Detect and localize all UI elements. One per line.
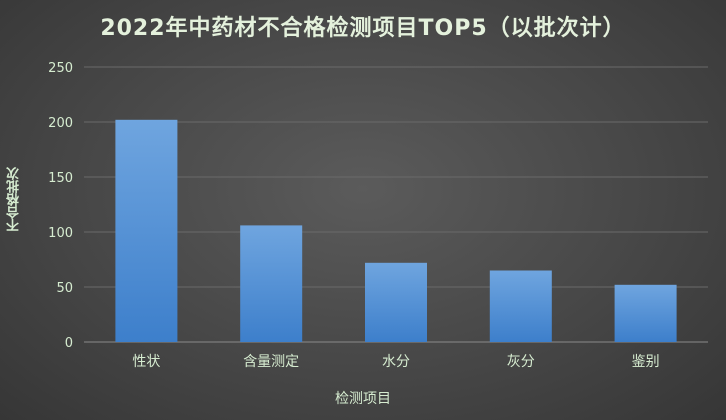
x-tick-label: 性状 (132, 354, 160, 370)
x-tick-label: 含量测定 (243, 354, 299, 370)
bar-1 (115, 119, 178, 342)
x-tick-label: 鉴别 (632, 354, 660, 370)
label-layer: 0 50 100 150 200 250 性状 含量测定 水分 灰分 鉴别 (48, 61, 659, 370)
y-tick-label: 100 (48, 226, 73, 241)
bar-2 (240, 225, 303, 342)
bar-3 (365, 262, 427, 342)
x-tick-label: 水分 (382, 354, 410, 370)
y-tick-label: 250 (48, 61, 73, 76)
y-tick-label: 200 (48, 116, 73, 131)
y-tick-label: 50 (56, 281, 73, 296)
y-tick-label: 150 (48, 171, 73, 186)
bar-4 (489, 270, 552, 342)
bar-5 (614, 284, 677, 342)
bar-layer (115, 119, 677, 342)
x-axis-title: 检测项目 (335, 391, 391, 407)
x-tick-label: 灰分 (507, 354, 535, 370)
y-tick-label: 0 (65, 336, 73, 351)
chart-title: 2022年中药材不合格检测项目TOP5（以批次计） (100, 16, 626, 41)
